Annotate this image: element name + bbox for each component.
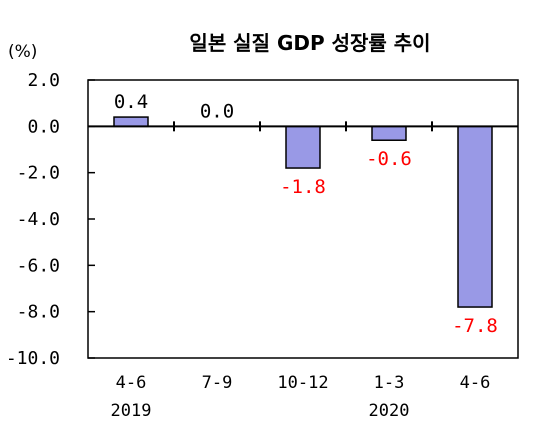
x-year-label: 2020: [369, 401, 410, 421]
x-category-label: 4-6: [460, 373, 491, 393]
y-tick-label: 0.0: [27, 116, 60, 137]
data-label-2: 0.0: [200, 100, 234, 122]
x-year-label: 2019: [111, 401, 152, 421]
y-tick-label: -4.0: [17, 209, 60, 230]
y-tick-label: -10.0: [6, 348, 60, 369]
data-label-3: -1.8: [280, 176, 326, 198]
data-labels: 0.4 0.0 -1.8 -0.6 -7.8: [114, 91, 498, 337]
bar-5: [457, 125, 493, 308]
bar-4: [371, 125, 407, 141]
chart-title: 일본 실질 GDP 성장률 추이: [189, 31, 430, 55]
category-separator-ticks: [173, 121, 433, 132]
data-label-4: -0.6: [366, 148, 412, 170]
bar-series: [113, 116, 493, 308]
x-category-label: 7-9: [202, 373, 233, 393]
y-axis: 2.0 0.0 -2.0 -4.0 -6.0 -8.0 -10.0: [6, 70, 95, 369]
y-tick-label: 2.0: [27, 70, 60, 91]
bar-3: [285, 125, 321, 169]
x-axis: 4-6 2019 7-9 10-12 1-3 2020 4-6: [111, 373, 491, 421]
y-tick-label: -6.0: [17, 255, 60, 276]
x-category-label: 4-6: [116, 373, 147, 393]
x-category-label: 1-3: [374, 373, 405, 393]
bar-1: [113, 116, 149, 128]
y-tick-label: -2.0: [17, 163, 60, 184]
y-tick-label: -8.0: [17, 302, 60, 323]
y-axis-unit-label: (%): [8, 42, 37, 62]
data-label-5: -7.8: [452, 315, 498, 337]
x-category-label: 10-12: [277, 373, 328, 393]
data-label-1: 0.4: [114, 91, 148, 113]
